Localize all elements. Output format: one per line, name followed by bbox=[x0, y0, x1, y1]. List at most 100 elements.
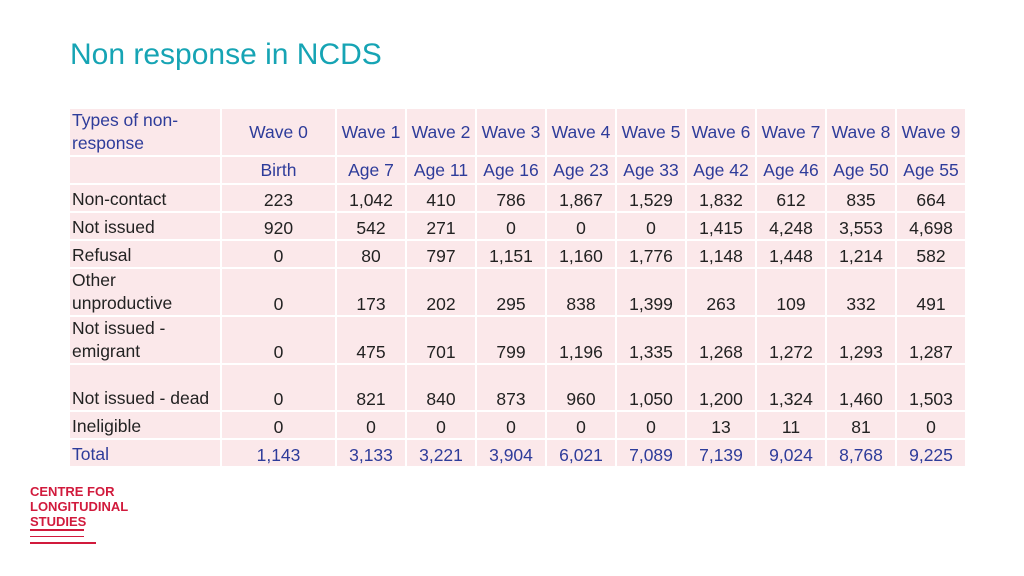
age-row-spacer bbox=[70, 157, 220, 183]
table-cell: 1,867 bbox=[547, 185, 615, 211]
table-cell: 0 bbox=[222, 241, 335, 267]
table-cell: 0 bbox=[407, 412, 475, 438]
table-cell: 3,553 bbox=[827, 213, 895, 239]
logo-bar bbox=[30, 529, 84, 531]
row-label: Refusal bbox=[70, 241, 220, 267]
table-cell: 1,272 bbox=[757, 317, 825, 363]
wave-header: Wave 7 bbox=[757, 109, 825, 155]
row-label: Not issued - dead bbox=[70, 365, 220, 410]
non-response-table: Types of non-response Wave 0 Wave 1 Wave… bbox=[68, 107, 967, 468]
age-header: Age 11 bbox=[407, 157, 475, 183]
table-cell: 873 bbox=[477, 365, 545, 410]
table-cell: 1,148 bbox=[687, 241, 755, 267]
table-cell: 1,832 bbox=[687, 185, 755, 211]
table-cell: 1,214 bbox=[827, 241, 895, 267]
table-cell: 1,503 bbox=[897, 365, 965, 410]
table-cell: 263 bbox=[687, 269, 755, 315]
table-cell: 582 bbox=[897, 241, 965, 267]
table-cell: 13 bbox=[687, 412, 755, 438]
total-cell: 6,021 bbox=[547, 440, 615, 466]
age-header-row: Birth Age 7 Age 11 Age 16 Age 23 Age 33 … bbox=[70, 157, 965, 183]
table-cell: 1,268 bbox=[687, 317, 755, 363]
table-cell: 173 bbox=[337, 269, 405, 315]
table-cell: 1,196 bbox=[547, 317, 615, 363]
table-cell: 410 bbox=[407, 185, 475, 211]
table-cell: 109 bbox=[757, 269, 825, 315]
table-cell: 1,399 bbox=[617, 269, 685, 315]
table-cell: 701 bbox=[407, 317, 475, 363]
wave-header: Wave 6 bbox=[687, 109, 755, 155]
table-row: Non-contact 223 1,042 410 786 1,867 1,52… bbox=[70, 185, 965, 211]
wave-header: Wave 2 bbox=[407, 109, 475, 155]
table-row: Other unproductive 0 173 202 295 838 1,3… bbox=[70, 269, 965, 315]
table-cell: 1,151 bbox=[477, 241, 545, 267]
row-label: Other unproductive bbox=[70, 269, 220, 315]
table-row: Not issued - emigrant 0 475 701 799 1,19… bbox=[70, 317, 965, 363]
table-cell: 0 bbox=[617, 412, 685, 438]
table-cell: 960 bbox=[547, 365, 615, 410]
table-cell: 1,042 bbox=[337, 185, 405, 211]
row-label: Not issued bbox=[70, 213, 220, 239]
table-cell: 1,160 bbox=[547, 241, 615, 267]
table-cell: 840 bbox=[407, 365, 475, 410]
table-cell: 0 bbox=[222, 317, 335, 363]
table-cell: 0 bbox=[477, 213, 545, 239]
table-cell: 1,415 bbox=[687, 213, 755, 239]
table-cell: 271 bbox=[407, 213, 475, 239]
logo-line: CENTRE FOR bbox=[30, 484, 128, 499]
table-cell: 797 bbox=[407, 241, 475, 267]
age-header: Age 16 bbox=[477, 157, 545, 183]
total-cell: 1,143 bbox=[222, 440, 335, 466]
wave-header-row: Types of non-response Wave 0 Wave 1 Wave… bbox=[70, 109, 965, 155]
table-cell: 202 bbox=[407, 269, 475, 315]
table-cell: 0 bbox=[477, 412, 545, 438]
logo-line: LONGITUDINAL bbox=[30, 499, 128, 514]
table-cell: 612 bbox=[757, 185, 825, 211]
age-header: Age 55 bbox=[897, 157, 965, 183]
table-cell: 475 bbox=[337, 317, 405, 363]
table-cell: 4,248 bbox=[757, 213, 825, 239]
table-cell: 786 bbox=[477, 185, 545, 211]
table-row: Not issued - dead 0 821 840 873 960 1,05… bbox=[70, 365, 965, 410]
table-cell: 1,324 bbox=[757, 365, 825, 410]
table-cell: 920 bbox=[222, 213, 335, 239]
table-cell: 11 bbox=[757, 412, 825, 438]
row-label: Not issued - emigrant bbox=[70, 317, 220, 363]
age-header: Age 42 bbox=[687, 157, 755, 183]
total-cell: 9,024 bbox=[757, 440, 825, 466]
table-cell: 1,460 bbox=[827, 365, 895, 410]
row-label: Ineligible bbox=[70, 412, 220, 438]
wave-header: Wave 9 bbox=[897, 109, 965, 155]
corner-label: Types of non-response bbox=[70, 109, 220, 155]
cls-logo: CENTRE FOR LONGITUDINAL STUDIES bbox=[30, 484, 128, 529]
table-cell: 0 bbox=[897, 412, 965, 438]
total-cell: 3,904 bbox=[477, 440, 545, 466]
table-cell: 821 bbox=[337, 365, 405, 410]
table-row: Ineligible 0 0 0 0 0 0 13 11 81 0 bbox=[70, 412, 965, 438]
table-cell: 4,698 bbox=[897, 213, 965, 239]
table-cell: 81 bbox=[827, 412, 895, 438]
table-cell: 1,335 bbox=[617, 317, 685, 363]
age-header: Age 7 bbox=[337, 157, 405, 183]
table-cell: 0 bbox=[222, 365, 335, 410]
total-row: Total 1,143 3,133 3,221 3,904 6,021 7,08… bbox=[70, 440, 965, 466]
table-cell: 664 bbox=[897, 185, 965, 211]
wave-header: Wave 8 bbox=[827, 109, 895, 155]
table-cell: 1,448 bbox=[757, 241, 825, 267]
table-cell: 1,776 bbox=[617, 241, 685, 267]
table-cell: 0 bbox=[547, 213, 615, 239]
total-cell: 9,225 bbox=[897, 440, 965, 466]
table-cell: 1,293 bbox=[827, 317, 895, 363]
total-cell: 7,089 bbox=[617, 440, 685, 466]
table-cell: 1,529 bbox=[617, 185, 685, 211]
wave-header: Wave 4 bbox=[547, 109, 615, 155]
table-row: Not issued 920 542 271 0 0 0 1,415 4,248… bbox=[70, 213, 965, 239]
table-cell: 835 bbox=[827, 185, 895, 211]
logo-bars bbox=[30, 529, 96, 549]
table-cell: 838 bbox=[547, 269, 615, 315]
age-header: Birth bbox=[222, 157, 335, 183]
wave-header: Wave 3 bbox=[477, 109, 545, 155]
total-cell: 3,133 bbox=[337, 440, 405, 466]
table-row: Refusal 0 80 797 1,151 1,160 1,776 1,148… bbox=[70, 241, 965, 267]
table-cell: 295 bbox=[477, 269, 545, 315]
